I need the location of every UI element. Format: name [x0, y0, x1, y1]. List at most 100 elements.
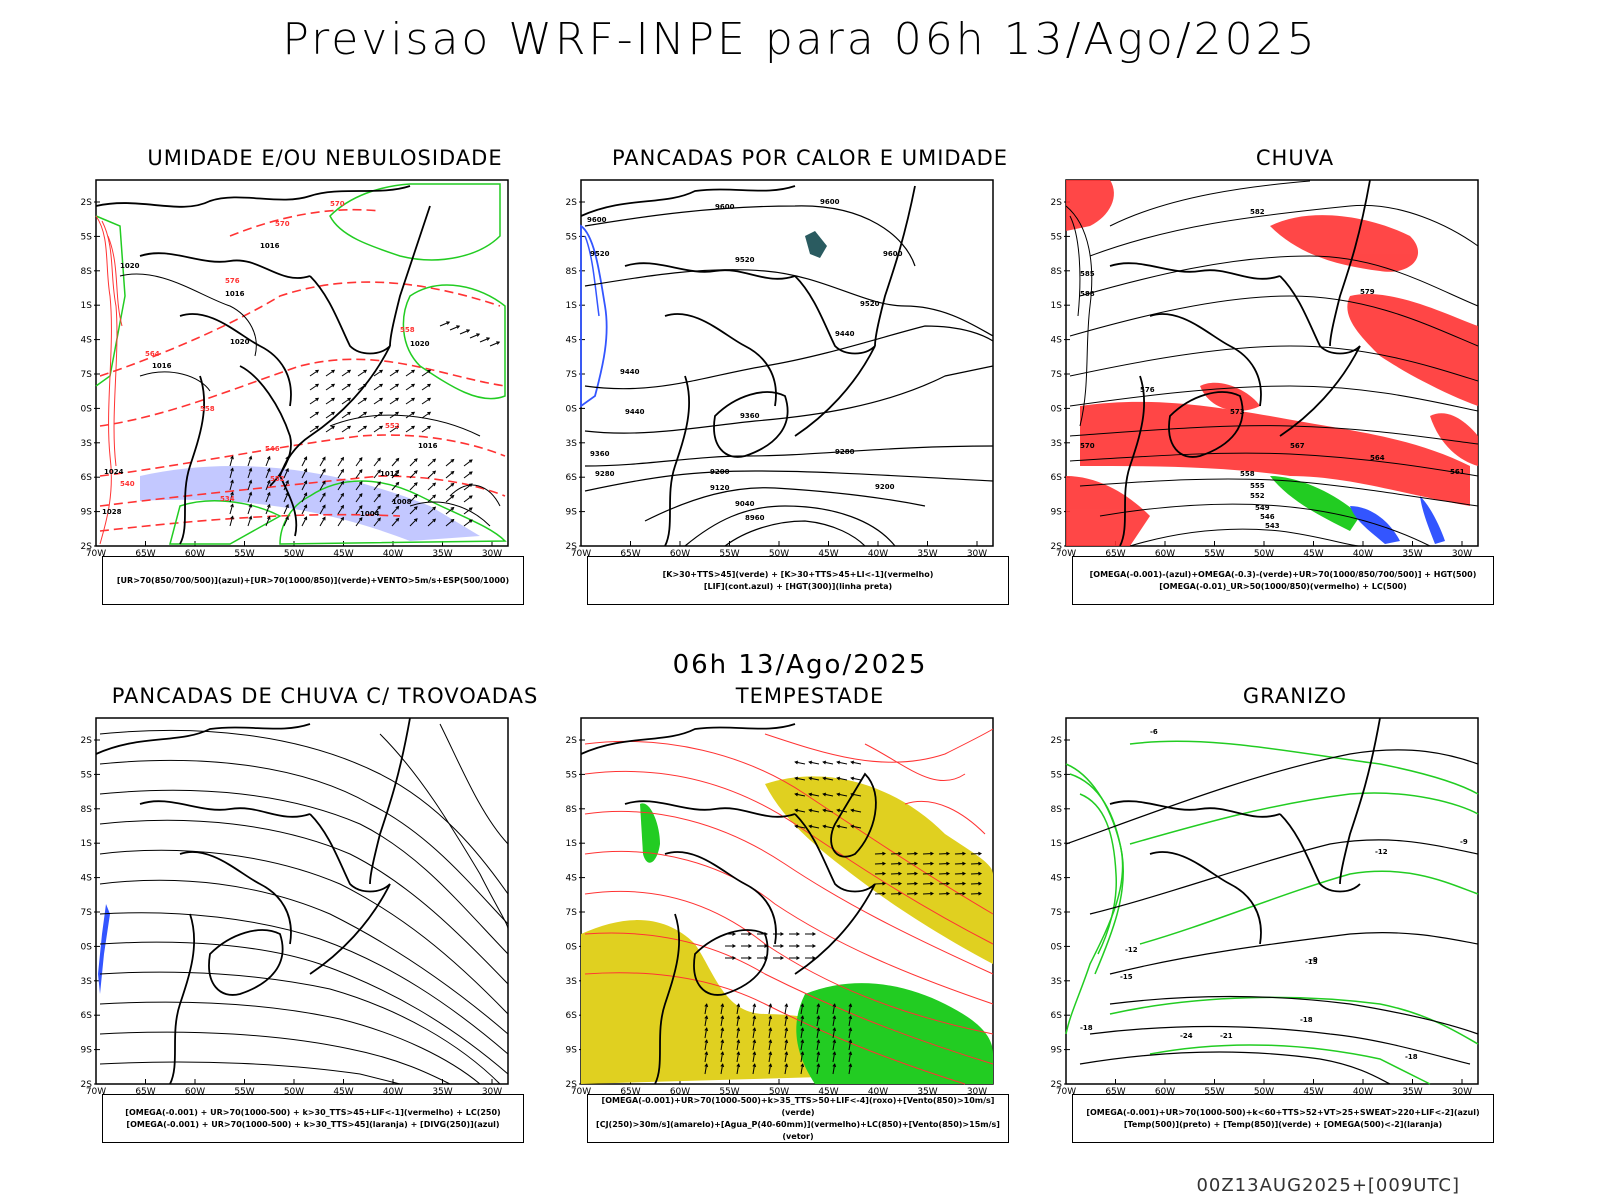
panel-granizo: GRANIZO 12S 15S 18S 21S 24S 27S 30S 33S 36S 39S 42…: [1050, 684, 1540, 1164]
lat-label: 30S: [80, 942, 92, 952]
wind-arrow: [800, 1028, 804, 1039]
wind-arrow: [341, 411, 351, 419]
wind-arrow: [229, 504, 234, 515]
lat-label: 30S: [565, 404, 577, 414]
lat-label: 30S: [1050, 404, 1062, 414]
lon-label: 30W: [967, 549, 987, 556]
svg-text:9600: 9600: [883, 250, 903, 258]
wind-arrow: [355, 457, 363, 467]
svg-text:552: 552: [270, 475, 285, 483]
wind-arrow: [768, 1052, 772, 1063]
svg-text:-18: -18: [1080, 1024, 1093, 1032]
wind-arrow: [851, 777, 862, 781]
wind-arrow: [800, 1004, 804, 1015]
svg-text:540: 540: [120, 480, 135, 488]
panel-title: GRANIZO: [1242, 684, 1348, 708]
wind-arrow: [720, 1040, 724, 1051]
lat-label: 15S: [565, 770, 577, 780]
country-borders: [95, 717, 411, 1085]
panel-legend: [OMEGA(-0.001)-(azul)+OMEGA(-0.3)-(verde…: [1072, 556, 1494, 605]
wind-arrow: [373, 457, 381, 467]
wind-arrow: [816, 1064, 820, 1075]
wind-arrow: [445, 519, 454, 527]
svg-text:558: 558: [400, 326, 415, 334]
wind-arrow: [427, 482, 436, 491]
svg-text:549: 549: [1255, 504, 1270, 512]
wind-arrow: [768, 1028, 772, 1039]
lon-label: 45W: [1303, 549, 1323, 556]
wind-arrow: [816, 1016, 820, 1027]
wind-arrow: [337, 517, 344, 527]
lif-contour: [580, 224, 608, 408]
lon-label: 65W: [620, 549, 640, 556]
temp850-contours: [1065, 740, 1479, 1085]
wind-arrow: [479, 337, 490, 343]
lat-label: 27S: [1050, 908, 1062, 918]
lon-label: 65W: [1105, 1087, 1125, 1094]
svg-text:9520: 9520: [590, 250, 610, 258]
wind-arrow: [301, 492, 307, 503]
wind-arrow: [832, 1064, 836, 1075]
lon-label: 35W: [432, 1087, 452, 1094]
wind-arrow: [391, 482, 399, 491]
svg-text:585: 585: [1080, 270, 1095, 278]
wind-arrow: [373, 397, 383, 405]
wind-arrow: [409, 470, 418, 479]
svg-text:561: 561: [1450, 468, 1465, 476]
lat-label: 24S: [1050, 874, 1062, 884]
svg-text:-18: -18: [1300, 1016, 1313, 1024]
lon-label: 70W: [571, 549, 591, 556]
lat-label: 42S: [80, 542, 92, 552]
axis-labels: 12S 15S 18S 21S 24S 27S 30S 33S 36S 39S 42S70W 65W 6…: [565, 736, 987, 1094]
wind-arrow: [355, 517, 363, 527]
wind-arrow: [421, 425, 431, 433]
wind-arrow: [247, 516, 252, 527]
wind-arrow: [357, 397, 367, 405]
wind-arrow: [229, 516, 234, 527]
wind-arrow: [341, 383, 351, 391]
lat-label: 33S: [1050, 977, 1062, 987]
wind-arrow: [439, 321, 450, 327]
wind-arrow: [355, 505, 363, 515]
wind-arrow: [768, 1016, 772, 1027]
wind-arrow: [832, 1028, 836, 1039]
wind-arrow: [720, 1016, 724, 1027]
svg-text:9200: 9200: [875, 483, 895, 491]
wind-arrow: [848, 1040, 852, 1051]
wind-arrow: [283, 516, 289, 527]
wind-arrow: [391, 518, 399, 527]
lat-label: 36S: [565, 1011, 577, 1021]
run-timestamp: 00Z13AUG2025+[009UTC]: [1196, 1175, 1460, 1196]
lat-label: 18S: [565, 267, 577, 277]
panel-title: CHUVA: [1255, 146, 1335, 170]
lon-label: 70W: [86, 549, 106, 556]
lon-label: 40W: [383, 549, 403, 556]
lat-label: 30S: [80, 404, 92, 414]
wind-arrow: [319, 505, 326, 515]
wind-arrow: [247, 456, 252, 467]
panel-title: PANCADAS POR CALOR E UMIDADE: [611, 146, 1009, 170]
wind-arrow: [704, 1052, 708, 1063]
wind-arrow: [851, 825, 862, 829]
lon-label: 35W: [1402, 1087, 1422, 1094]
lon-label: 55W: [1204, 549, 1224, 556]
lon-label: 35W: [917, 1087, 937, 1094]
wind-arrow: [752, 1016, 756, 1027]
wind-arrow: [463, 459, 473, 467]
lon-label: 35W: [432, 549, 452, 556]
wind-arrow: [421, 411, 431, 419]
wind-arrow: [283, 456, 289, 467]
svg-text:-24: -24: [1180, 1032, 1193, 1040]
lat-label: 27S: [80, 908, 92, 918]
wind-arrow: [809, 825, 820, 829]
wind-arrow: [848, 1052, 852, 1063]
lon-label: 30W: [1452, 549, 1472, 556]
wind-arrow: [229, 456, 234, 467]
lon-label: 60W: [670, 1087, 690, 1094]
lon-label: 50W: [769, 549, 789, 556]
panel-umidade: UMIDADE E/OU NEBULOSIDADE 12S 15S 18S 21S 24…: [80, 146, 570, 626]
lon-label: 60W: [185, 549, 205, 556]
wind-vectors: [229, 321, 501, 527]
lon-label: 50W: [1254, 1087, 1274, 1094]
svg-text:1016: 1016: [152, 362, 172, 370]
